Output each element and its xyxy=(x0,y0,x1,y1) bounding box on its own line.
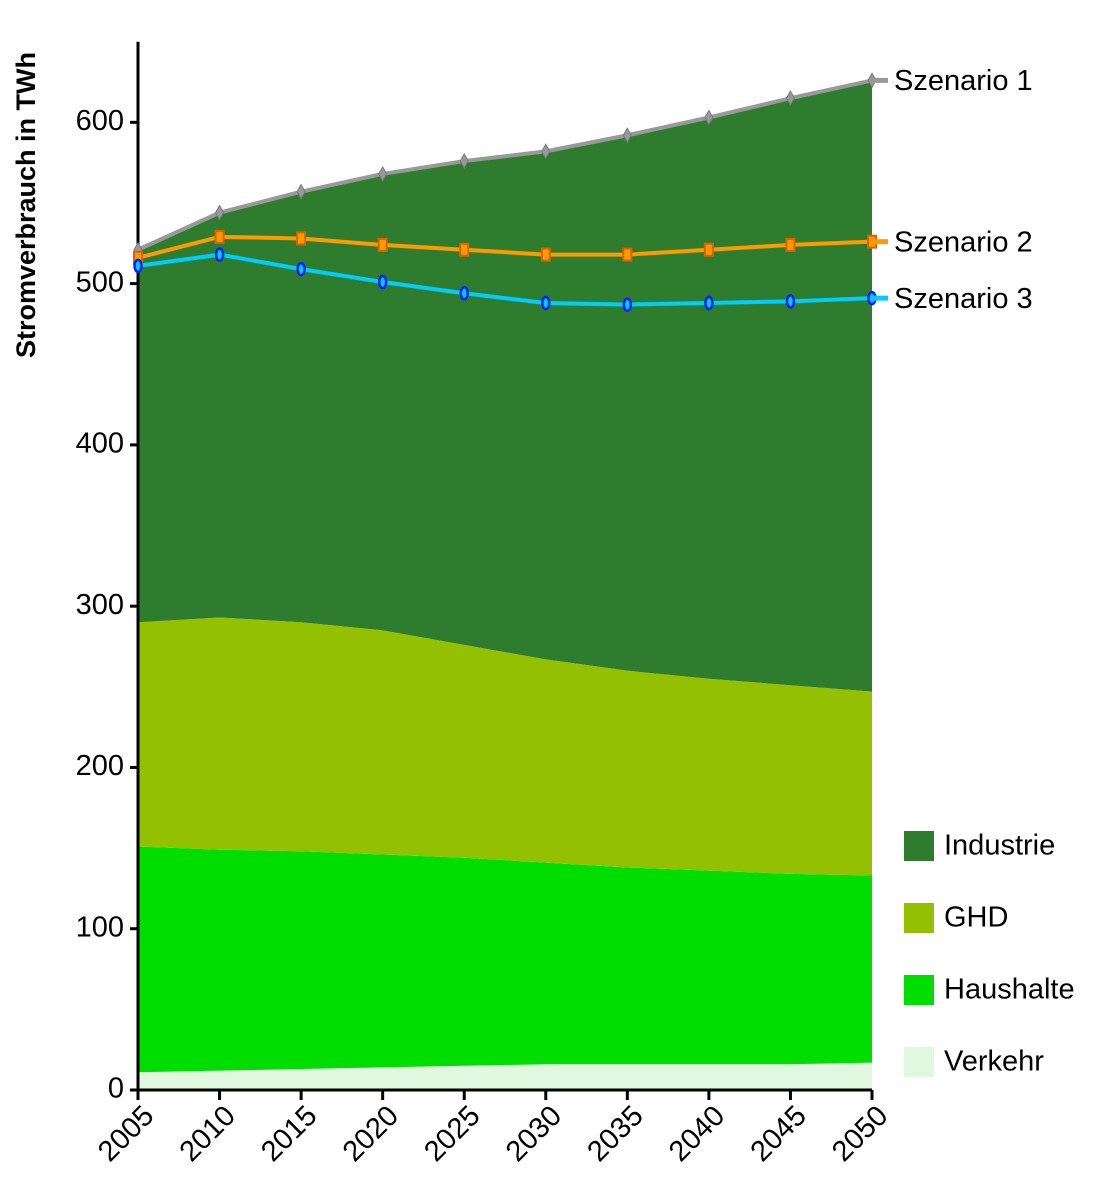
x-tick-label: 2045 xyxy=(745,1100,813,1168)
marker xyxy=(214,204,225,221)
y-tick-label: 600 xyxy=(76,105,124,137)
line-label: Szenario 1 xyxy=(894,65,1033,97)
marker xyxy=(785,237,796,252)
y-tick-label: 500 xyxy=(76,266,124,298)
marker xyxy=(541,295,551,311)
area xyxy=(138,617,872,876)
y-tick-label: 200 xyxy=(76,750,124,782)
marker xyxy=(377,237,388,252)
x-tick-label: 2020 xyxy=(337,1100,405,1168)
legend-swatch xyxy=(904,831,934,861)
legend-label: GHD xyxy=(944,902,1008,934)
x-tick-label: 2015 xyxy=(255,1100,323,1168)
marker xyxy=(459,242,470,257)
y-tick-label: 400 xyxy=(76,428,124,460)
area xyxy=(138,80,872,692)
marker xyxy=(622,297,633,312)
y-tick-label: 0 xyxy=(108,1073,124,1105)
marker xyxy=(296,183,306,200)
x-tick-label: 2040 xyxy=(663,1100,731,1168)
marker xyxy=(296,231,307,246)
marker xyxy=(540,247,551,262)
marker xyxy=(704,109,714,126)
x-tick-label: 2050 xyxy=(826,1100,894,1168)
line xyxy=(137,234,873,260)
marker xyxy=(459,286,469,301)
y-axis-label: Stromverbrauch in TWh xyxy=(11,52,41,358)
y-tick-label: 300 xyxy=(76,589,124,621)
x-tick-label: 2030 xyxy=(500,1100,568,1168)
legend-swatch xyxy=(904,975,934,1005)
marker xyxy=(377,274,388,290)
legend-swatch xyxy=(904,903,934,933)
marker xyxy=(296,261,306,277)
line-label: Szenario 3 xyxy=(894,283,1033,315)
marker xyxy=(133,258,143,274)
x-tick-label: 2025 xyxy=(418,1100,486,1168)
x-tick-label: 2010 xyxy=(174,1100,242,1168)
legend-label: Verkehr xyxy=(944,1046,1044,1078)
legend-label: Industrie xyxy=(944,830,1055,862)
area xyxy=(138,846,872,1073)
line xyxy=(137,78,873,252)
marker xyxy=(622,127,632,144)
marker xyxy=(622,247,633,262)
line-label: Szenario 2 xyxy=(894,226,1033,258)
marker xyxy=(704,295,714,311)
x-tick-label: 2005 xyxy=(92,1100,160,1168)
marker xyxy=(785,90,796,107)
marker xyxy=(785,294,796,309)
marker xyxy=(541,143,551,160)
area xyxy=(138,1062,872,1090)
legend-label: Haushalte xyxy=(944,974,1075,1006)
marker xyxy=(703,242,714,257)
marker xyxy=(214,247,225,262)
marker xyxy=(214,229,225,244)
marker xyxy=(378,165,388,182)
line xyxy=(137,252,873,307)
legend-swatch xyxy=(904,1047,934,1077)
y-tick-label: 100 xyxy=(76,911,124,943)
marker xyxy=(459,153,469,170)
x-tick-label: 2035 xyxy=(581,1100,649,1168)
